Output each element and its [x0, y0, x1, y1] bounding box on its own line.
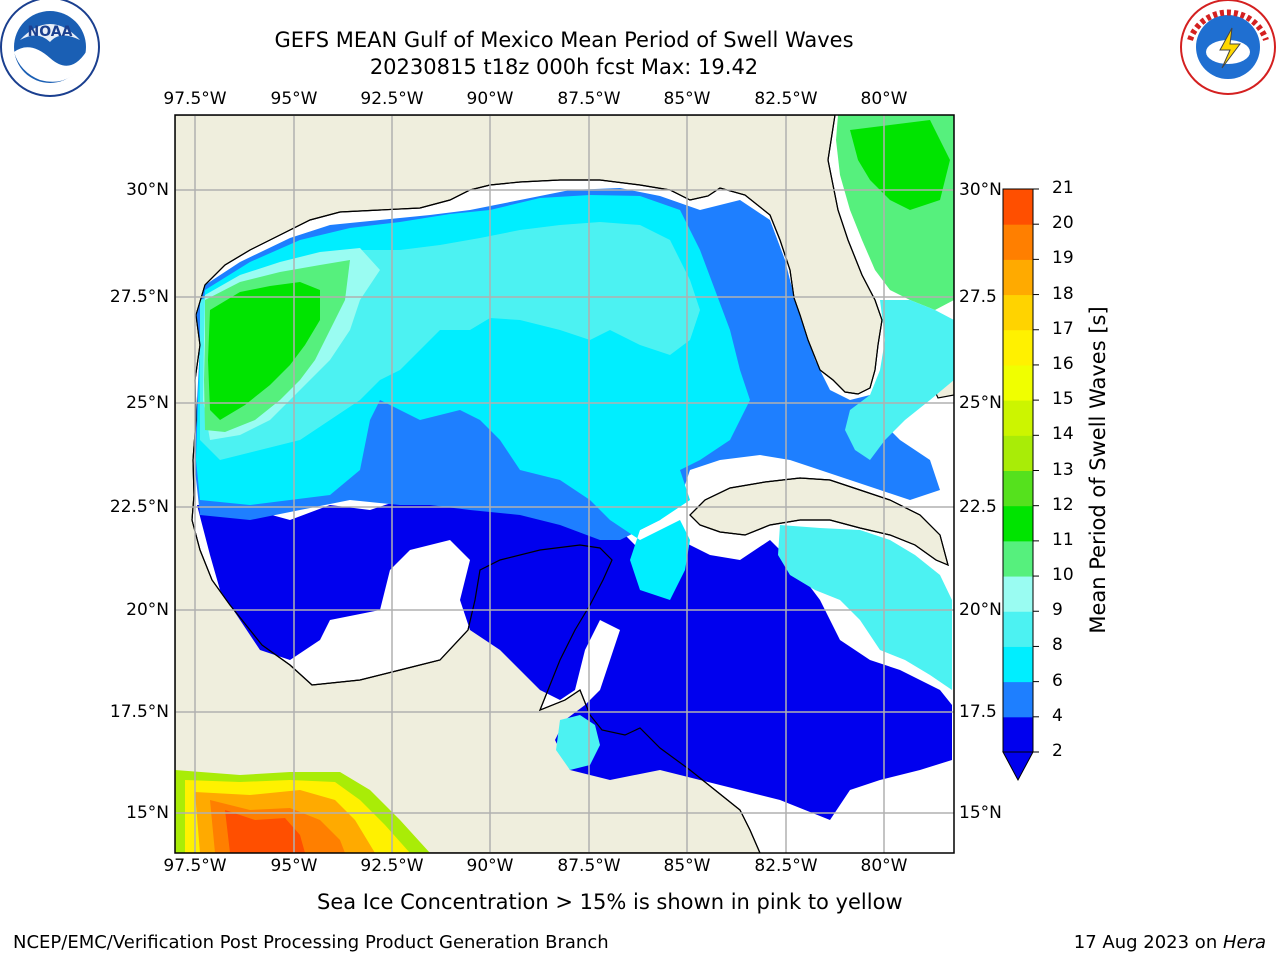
- lat-tick-left: 25°N: [126, 393, 169, 413]
- colorbar-segment: [1003, 611, 1033, 647]
- lat-tick-left: 20°N: [126, 600, 169, 620]
- colorbar-segment: [1003, 259, 1033, 296]
- colorbar-segment: [1003, 716, 1033, 753]
- colorbar-segment: [1003, 364, 1033, 401]
- lat-tick-right: 17.5: [959, 702, 997, 722]
- colorbar-segment: [1003, 576, 1033, 612]
- lat-tick-left: 15°N: [126, 803, 169, 823]
- lon-tick-bottom: 92.5°W: [360, 856, 424, 876]
- sea-ice-note: Sea Ice Concentration > 15% is shown in …: [317, 890, 903, 914]
- colorbar-segment: [1003, 540, 1033, 577]
- lon-tick-top: 80°W: [860, 89, 908, 109]
- noaa-logo-icon: NOAA: [0, 0, 100, 97]
- branch-credit: NCEP/EMC/Verification Post Processing Pr…: [13, 932, 609, 953]
- colorbar-segment: [1003, 294, 1033, 331]
- colorbar-tick-label: 14: [1052, 424, 1074, 445]
- colorbar-tick-label: 20: [1052, 213, 1074, 234]
- lon-tick-top: 85°W: [663, 89, 711, 109]
- lon-tick-top: 82.5°W: [754, 89, 818, 109]
- lon-tick-top: 90°W: [466, 89, 514, 109]
- colorbar-tick-label: 8: [1052, 635, 1063, 656]
- colorbar-segment: [1003, 470, 1033, 507]
- colorbar-tick-label: 11: [1052, 529, 1074, 550]
- colorbar-segment: [1003, 400, 1033, 436]
- map-frame: [174, 114, 955, 854]
- lon-tick-bottom: 95°W: [270, 856, 318, 876]
- colorbar-tick-label: 4: [1052, 705, 1063, 726]
- lat-tick-right: 20°N: [959, 600, 1002, 620]
- lon-tick-bottom: 85°W: [663, 856, 711, 876]
- lat-tick-right: 30°N: [959, 180, 1002, 200]
- colorbar-segment: [1003, 681, 1033, 718]
- colorbar-segment: [1003, 505, 1033, 542]
- lat-tick-left: 30°N: [126, 180, 169, 200]
- lon-tick-bottom: 80°W: [860, 856, 908, 876]
- lat-tick-left: 27.5°N: [109, 287, 169, 307]
- colorbar-tick-label: 18: [1052, 283, 1074, 304]
- lon-tick-top: 97.5°W: [163, 89, 227, 109]
- lon-tick-top: 95°W: [270, 89, 318, 109]
- colorbar-segment: [1003, 189, 1033, 225]
- map-gridlines: [175, 115, 954, 853]
- high-value-region: [175, 770, 430, 853]
- colorbar-segment: [1003, 329, 1033, 366]
- colorbar-tick-label: 10: [1052, 565, 1074, 586]
- colorbar-tick-label: 16: [1052, 353, 1074, 374]
- noaa-logo-text: NOAA: [28, 24, 73, 40]
- lat-tick-right: 27.5: [959, 287, 997, 307]
- colorbar-tick-label: 19: [1052, 248, 1074, 269]
- colorbar-tick-label: 21: [1052, 178, 1074, 198]
- map-plot-area: [174, 114, 955, 854]
- colorbar-segment: [1003, 435, 1033, 471]
- colorbar-tick-label: 9: [1052, 600, 1063, 621]
- colorbar-segment: [1003, 224, 1033, 260]
- colorbar-tick-label: 12: [1052, 494, 1074, 515]
- run-date-text: 17 Aug 2023 on: [1073, 932, 1223, 953]
- lat-tick-right: 15°N: [959, 803, 1002, 823]
- chart-subtitle: 20230815 t18z 000h fcst Max: 19.42: [369, 55, 759, 79]
- colorbar-extend-arrow: [1002, 751, 1034, 782]
- lon-tick-top: 92.5°W: [360, 89, 424, 109]
- colorbar-tick-label: 6: [1052, 670, 1063, 691]
- colorbar: [1002, 188, 1039, 782]
- colorbar-tick-label: 15: [1052, 389, 1074, 410]
- lat-tick-right: 25°N: [959, 393, 1002, 413]
- nws-logo-icon: [1180, 0, 1276, 95]
- lon-tick-bottom: 90°W: [466, 856, 514, 876]
- colorbar-title: Mean Period of Swell Waves [s]: [1086, 306, 1110, 634]
- chart-title: GEFS MEAN Gulf of Mexico Mean Period of …: [274, 28, 854, 52]
- colorbar-tick-label: 17: [1052, 318, 1074, 339]
- run-host: Hera: [1222, 932, 1266, 953]
- colorbar-segment: [1003, 646, 1033, 683]
- lat-tick-right: 22.5: [959, 497, 997, 517]
- colorbar-tick-label: 2: [1052, 741, 1063, 761]
- lon-tick-bottom: 87.5°W: [557, 856, 621, 876]
- lon-tick-top: 87.5°W: [557, 89, 621, 109]
- colorbar-tick-label: 13: [1052, 459, 1074, 480]
- lat-tick-left: 22.5°N: [109, 497, 169, 517]
- lat-tick-left: 17.5°N: [109, 702, 169, 722]
- lon-tick-bottom: 82.5°W: [754, 856, 818, 876]
- run-date: 17 Aug 2023 on Hera: [1074, 932, 1266, 953]
- lon-tick-bottom: 97.5°W: [163, 856, 227, 876]
